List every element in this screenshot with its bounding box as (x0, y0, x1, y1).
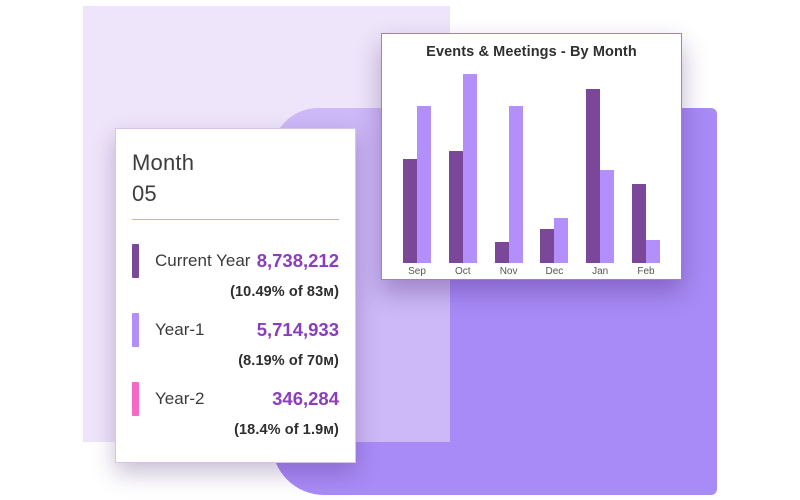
bar-current-year-jan (586, 89, 601, 263)
bar-year-1-dec (554, 218, 569, 263)
legend-value: 5,714,933 (256, 319, 339, 341)
legend-row-year-1: Year-1 5,714,933 (8.19% of 70ᴍ) (132, 313, 339, 369)
legend-swatch (132, 382, 139, 417)
bar-group-jan (586, 74, 615, 263)
bar-group-nov (494, 74, 523, 263)
chart-x-axis: Sep Oct Nov Dec Jan Feb (382, 266, 681, 277)
month-stats-card: Month 05 Current Year 8,738,212 (10.49% of… (115, 128, 356, 463)
bar-chart-plot-area (382, 74, 681, 263)
bar-year-1-feb (645, 240, 660, 263)
legend-detail: (10.49% of 83ᴍ) (230, 284, 339, 301)
stats-divider (132, 219, 339, 221)
legend-row-main: Year-1 5,714,933 (132, 313, 339, 348)
legend-label: Year-2 (155, 389, 205, 409)
legend-row-main: Year-2 346,284 (132, 382, 339, 417)
bar-year-1-jan (600, 170, 615, 263)
legend-detail: (18.4% of 1.9ᴍ) (234, 422, 339, 439)
bar-year-1-oct (462, 74, 477, 263)
events-meetings-chart-card: Events & Meetings - By Month Sep Oct Nov De… (381, 33, 682, 280)
x-axis-label-oct: Oct (455, 266, 471, 277)
stats-card-title: Month 05 (132, 147, 339, 209)
bar-current-year-oct (448, 151, 463, 263)
x-axis-label-jan: Jan (592, 266, 609, 277)
x-axis-label-dec: Dec (545, 266, 564, 277)
x-axis-label-feb: Feb (637, 266, 655, 277)
legend-row-current-year: Current Year 8,738,212 (10.49% of 83ᴍ) (132, 244, 339, 300)
legend-swatch (132, 244, 139, 279)
bar-group-oct (448, 74, 477, 263)
bar-year-1-sep (417, 106, 431, 263)
legend-label: Current Year (155, 251, 251, 271)
chart-title: Events & Meetings - By Month (426, 44, 637, 60)
legend-rows: Current Year 8,738,212 (10.49% of 83ᴍ) Year… (132, 244, 339, 438)
legend-value: 346,284 (272, 388, 339, 410)
month-label: Month (132, 150, 195, 175)
legend-detail: (8.19% of 70ᴍ) (238, 353, 339, 370)
bar-current-year-nov (494, 242, 509, 263)
legend-row-main: Current Year 8,738,212 (132, 244, 339, 279)
x-axis-label-nov: Nov (499, 266, 518, 277)
bar-current-year-sep (403, 159, 417, 263)
legend-label: Year-1 (155, 320, 205, 340)
legend-value: 8,738,212 (256, 250, 339, 272)
bar-current-year-feb (631, 184, 646, 263)
bar-current-year-dec (540, 229, 555, 263)
bar-group-dec (540, 74, 569, 263)
x-axis-label-sep: Sep (408, 266, 426, 277)
bar-group-sep (403, 74, 431, 263)
legend-swatch (132, 313, 139, 348)
bar-group-feb (631, 74, 660, 263)
legend-row-year-2: Year-2 346,284 (18.4% of 1.9ᴍ) (132, 382, 339, 438)
month-value: 05 (132, 181, 157, 207)
bar-year-1-nov (508, 106, 523, 263)
